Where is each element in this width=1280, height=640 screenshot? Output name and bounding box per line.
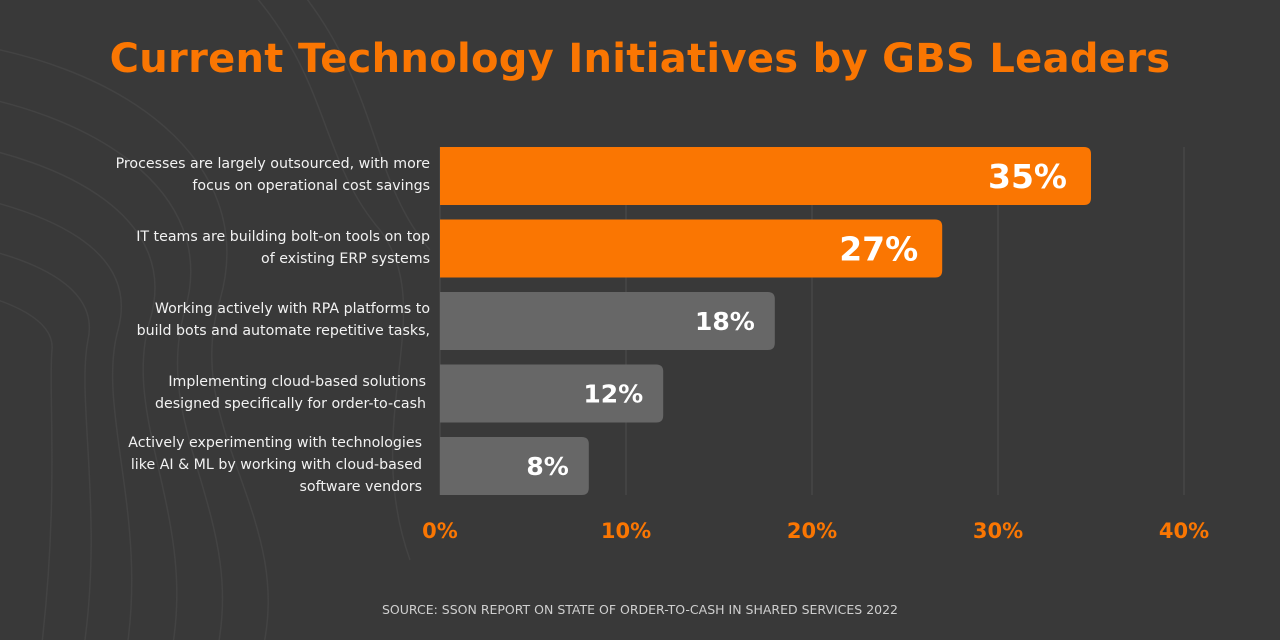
x-tick-label: 10%: [601, 519, 651, 543]
category-label: Actively experimenting with technologies…: [128, 435, 422, 495]
bar: [440, 292, 775, 350]
bar: [440, 147, 1091, 205]
bar: [440, 364, 664, 423]
bar-value-label: 27%: [839, 230, 918, 269]
category-label: Implementing cloud-based solutions desig…: [155, 373, 426, 412]
bar-value-label: 35%: [988, 157, 1067, 196]
chart-title: Current Technology Initiatives by GBS Le…: [109, 36, 1171, 82]
category-label: Processes are largely outsourced, with m…: [115, 156, 430, 194]
x-tick-label: 20%: [787, 519, 837, 543]
bar-value-label: 8%: [526, 452, 568, 481]
category-label: IT teams are building bolt-on tools on t…: [136, 228, 430, 267]
category-label: Working actively with RPA platforms to b…: [136, 301, 430, 339]
source-note: SOURCE: SSON REPORT ON STATE OF ORDER-TO…: [381, 602, 899, 617]
bar-value-label: 18%: [695, 307, 755, 336]
bar-value-label: 12%: [583, 380, 643, 409]
x-tick-label: 40%: [1159, 519, 1209, 543]
x-tick-label: 30%: [973, 519, 1023, 543]
x-tick-label: 0%: [422, 519, 458, 543]
bar: [440, 219, 943, 278]
bar: [440, 437, 589, 495]
